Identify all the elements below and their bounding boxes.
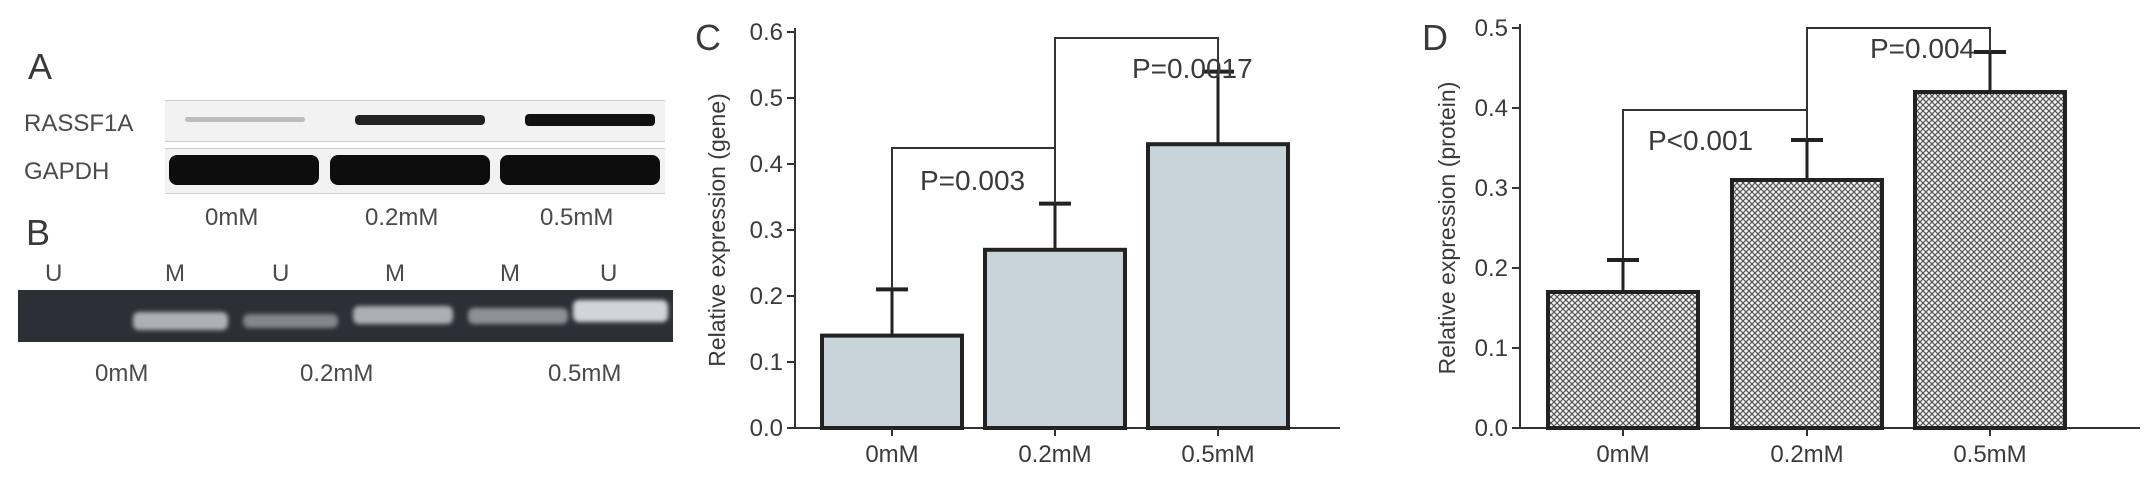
- p-value-label-2: P=0.004: [1870, 33, 1975, 64]
- y-tick-label: 0.2: [1475, 255, 1508, 282]
- bar-0mM: [1546, 290, 1700, 430]
- y-tick-label: 0.4: [1475, 95, 1508, 122]
- bar-0.5mM: [1913, 90, 2067, 430]
- y-axis-label: Relative expression (gene): [704, 93, 730, 367]
- gapdh-band-0.2mm: [330, 155, 490, 185]
- gel-lane-label-4: M: [385, 260, 405, 287]
- gel-band-lane-5: [468, 308, 568, 324]
- y-tick-label: 0.3: [750, 217, 783, 244]
- gel-lane-label-5: M: [500, 260, 520, 287]
- bar-0.2mM: [983, 247, 1127, 430]
- y-tick-label: 0.6: [750, 19, 783, 46]
- blot-row-label-rassf1a: RASSF1A: [24, 110, 134, 137]
- significance-bracket-2: [1054, 37, 1219, 202]
- y-tick-label: 0.5: [750, 85, 783, 112]
- x-tick-label-0.2mM: 0.2mM: [1018, 441, 1091, 468]
- panel-b-letter: B: [26, 212, 51, 253]
- gel-band-lane-4: [353, 306, 453, 324]
- y-tick-label: 0.4: [750, 151, 783, 178]
- rassf1a-blot-strip: [165, 100, 665, 142]
- bar-0.5mM: [1146, 142, 1290, 430]
- y-tick-label: 0.1: [750, 349, 783, 376]
- p-value-label-1: P<0.001: [1648, 125, 1753, 156]
- rassf1a-band-0.5mm: [525, 114, 655, 126]
- gel-lane-label-1: U: [45, 260, 63, 287]
- blot-condition-0mm: 0mM: [205, 204, 259, 231]
- blot-row-label-gapdh: GAPDH: [24, 158, 110, 185]
- gel-condition-0.2mm: 0.2mM: [300, 360, 374, 387]
- blot-condition-0.5mm: 0.5mM: [540, 204, 614, 231]
- panel-d-letter: D: [1422, 17, 1448, 58]
- bar-0mM: [820, 333, 964, 431]
- chart-c: C 0.0 0.1 0.2 0.3 0.4 0.5 0.6 Relative expressi…: [695, 17, 1340, 468]
- gel-lane-label-6: U: [600, 260, 618, 287]
- gel-condition-0mm: 0mM: [95, 360, 149, 387]
- significance-bracket-2: [1806, 27, 1991, 138]
- gapdh-band-0mm: [169, 155, 319, 185]
- gel-condition-0.5mm: 0.5mM: [548, 360, 622, 387]
- x-tick-label-0mM: 0mM: [865, 441, 918, 468]
- gel-band-lane-2: [133, 312, 228, 330]
- blot-condition-0.2mm: 0.2mM: [365, 204, 439, 231]
- y-tick-label: 0.5: [1475, 15, 1508, 42]
- panel-a-letter: A: [28, 46, 53, 87]
- y-tick-label: 0.2: [750, 283, 783, 310]
- x-tick-label-0.2mM: 0.2mM: [1770, 441, 1843, 468]
- y-axis-label: Relative expression (protein): [1434, 82, 1460, 375]
- rassf1a-band-0.2mm: [355, 115, 485, 125]
- x-tick-label-0.5mM: 0.5mM: [1181, 441, 1254, 468]
- y-tick-label: 0.1: [1475, 335, 1508, 362]
- p-value-label-2: P=0.0017: [1132, 53, 1253, 84]
- rassf1a-band-0mm: [185, 117, 305, 122]
- x-tick-label-0.5mM: 0.5mM: [1953, 441, 2026, 468]
- gel-band-lane-6: [573, 300, 668, 322]
- gapdh-blot-strip: [165, 148, 665, 194]
- p-value-label-1: P=0.003: [920, 165, 1025, 196]
- x-tick-label-0mM: 0mM: [1596, 441, 1649, 468]
- y-tick-label: 0.0: [1475, 415, 1508, 442]
- gel-band-lane-3: [243, 314, 338, 328]
- gel-lane-label-3: U: [272, 260, 290, 287]
- bar-0.2mM: [1730, 178, 1884, 430]
- chart-d: D 0.0 0.1 0.2 0.3 0.4 0.5 Relative expression …: [1422, 15, 2140, 468]
- y-tick-label: 0.0: [750, 415, 783, 442]
- panel-c-letter: C: [695, 17, 721, 58]
- gel-lane-label-2: M: [165, 260, 185, 287]
- y-tick-label: 0.3: [1475, 175, 1508, 202]
- gapdh-band-0.5mm: [500, 155, 660, 185]
- msp-gel-image: [18, 290, 673, 342]
